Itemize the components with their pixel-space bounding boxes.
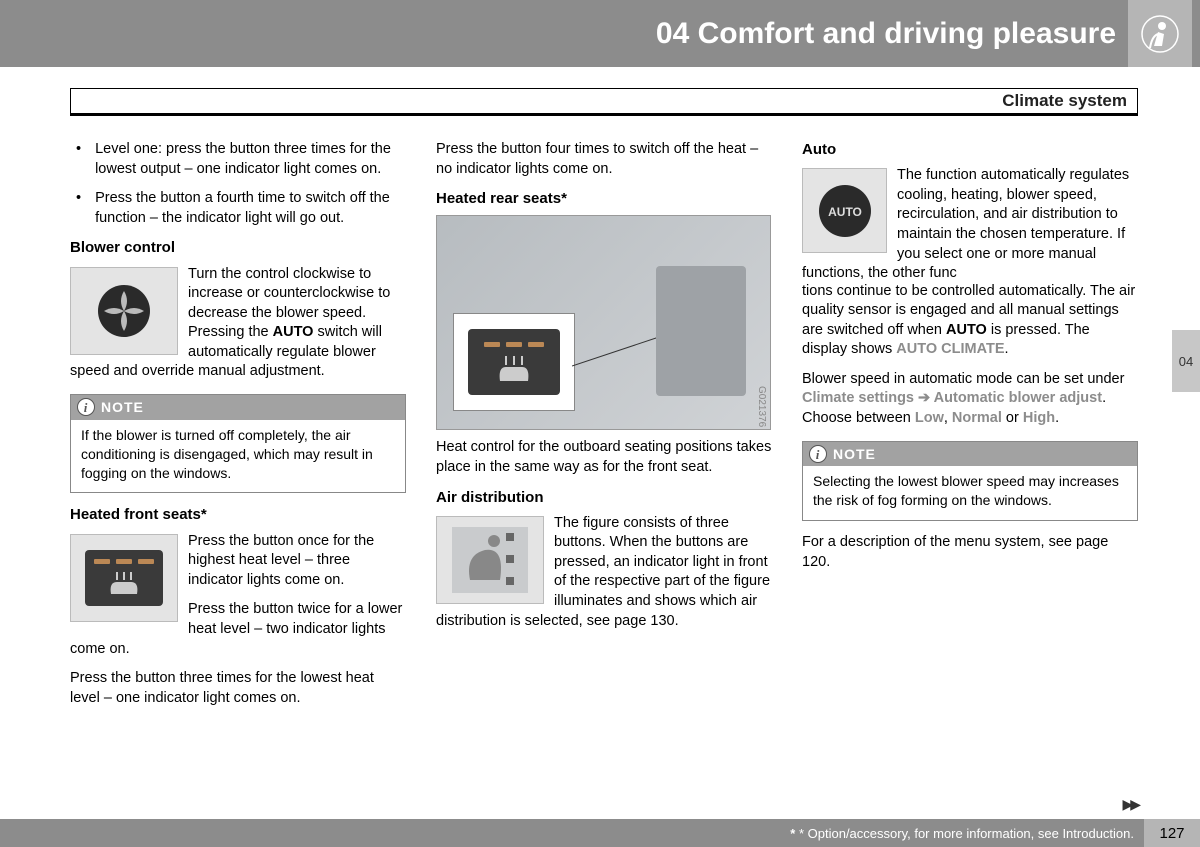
- col2-top: Press the button four times to switch of…: [436, 140, 772, 179]
- heated-seat-button-image: [70, 534, 178, 622]
- note-box: i NOTE If the blower is turned off compl…: [70, 394, 406, 494]
- blower-heading: Blower control: [70, 238, 406, 258]
- footer-text: * * Option/accessory, for more informati…: [790, 826, 1144, 841]
- seat-person-icon: [1128, 0, 1192, 67]
- note-box: i NOTE Selecting the lowest blower speed…: [802, 441, 1138, 522]
- auto-p2: Blower speed in automatic mode can be se…: [802, 370, 1138, 429]
- seat-button-callout: [453, 313, 575, 411]
- auto-heading: Auto: [802, 140, 1138, 160]
- heated-front-heading: Heated front seats*: [70, 505, 406, 525]
- bullet-item: Level one: press the button three times …: [70, 140, 406, 179]
- rear-seat-photo: G021376: [436, 215, 771, 430]
- rear-text: Heat control for the outboard seating po…: [436, 438, 772, 477]
- auto-p1-cont: tions continue to be controlled automati…: [802, 282, 1138, 360]
- section-bar: Climate system: [70, 88, 1138, 116]
- continue-arrows-icon: ▶▶: [1122, 796, 1138, 813]
- note-body: If the blower is turned off completely, …: [71, 420, 405, 493]
- bullet-item: Press the button a fourth time to switch…: [70, 189, 406, 228]
- note-body: Selecting the lowest blower speed may in…: [803, 466, 1137, 520]
- page-header: 04 Comfort and driving pleasure: [0, 0, 1200, 67]
- air-dist-heading: Air distribution: [436, 488, 772, 508]
- info-icon: i: [809, 445, 827, 463]
- blower-knob-image: [70, 267, 178, 355]
- photo-caption: G021376: [755, 386, 769, 427]
- info-icon: i: [77, 398, 95, 416]
- section-title: Climate system: [1002, 91, 1127, 111]
- page-number: 127: [1144, 819, 1200, 847]
- svg-text:AUTO: AUTO: [828, 205, 862, 219]
- column-1: Level one: press the button three times …: [70, 140, 406, 792]
- chapter-title: 04 Comfort and driving pleasure: [656, 17, 1116, 51]
- column-3: Auto AUTO The function automatically reg…: [802, 140, 1138, 792]
- side-chapter-tab: 04: [1172, 330, 1200, 392]
- heated-rear-heading: Heated rear seats*: [436, 189, 772, 209]
- content-columns: Level one: press the button three times …: [70, 140, 1138, 792]
- note-header: i NOTE: [71, 395, 405, 420]
- note-header: i NOTE: [803, 442, 1137, 467]
- page-footer: * * Option/accessory, for more informati…: [0, 819, 1200, 847]
- auto-button-image: AUTO: [802, 168, 887, 253]
- air-distribution-image: [436, 516, 544, 604]
- column-2: Press the button four times to switch of…: [436, 140, 772, 792]
- final-text: For a description of the menu system, se…: [802, 533, 1138, 572]
- heated-front-p3: Press the button three times for the low…: [70, 669, 406, 708]
